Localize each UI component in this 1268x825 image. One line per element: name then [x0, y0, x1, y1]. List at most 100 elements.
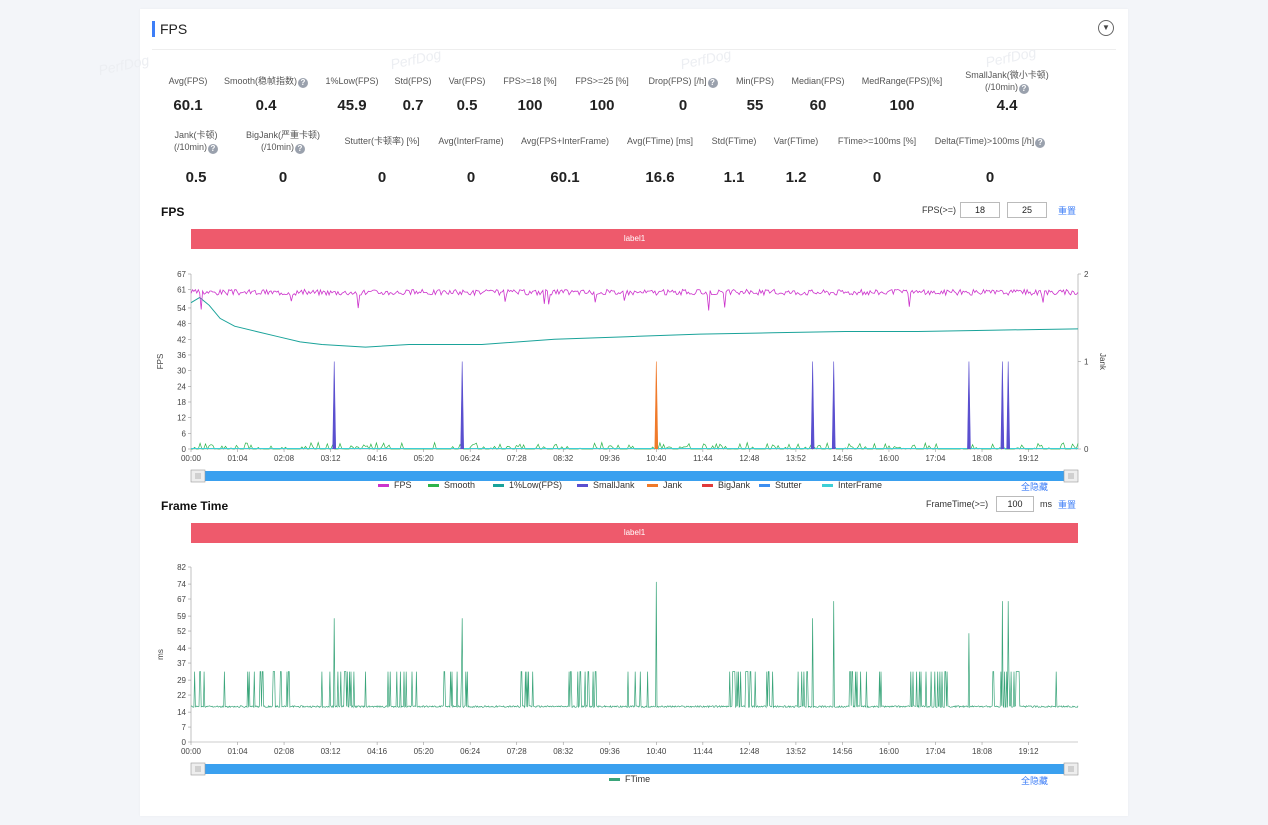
- legend-swatch-icon: [378, 484, 389, 488]
- fps-threshold-label: FPS(>=): [922, 205, 957, 215]
- fps-card: FPS ▼ PerfDog PerfDog PerfDog PerfDog FP…: [97, 9, 1128, 816]
- x-tick-label: 09:36: [600, 454, 621, 463]
- metric-label: 1%Low(FPS): [287, 75, 417, 87]
- time-range-slider: [191, 764, 1078, 774]
- y-axis-title: ms: [156, 649, 165, 660]
- metric-avg-interframe: Avg(InterFrame) 0: [406, 135, 536, 186]
- y2-tick-label: 2: [1084, 270, 1089, 279]
- smalljank-spike: [810, 361, 815, 450]
- metric-value: 0.4: [255, 97, 277, 114]
- x-tick-label: 19:12: [1019, 747, 1040, 756]
- legend-item-ftime[interactable]: FTime: [609, 774, 650, 784]
- metric-label: Avg(FPS+InterFrame): [500, 135, 630, 147]
- metric-label-unit: (/10min): [173, 142, 207, 152]
- metric-drop-fps-h: Drop(FPS) [/h]? 0: [618, 75, 748, 114]
- x-tick-label: 17:04: [925, 747, 946, 756]
- metric-var-ftime: Var(FTime) 1.2: [731, 135, 861, 186]
- fps-threshold-input-2[interactable]: 25: [1007, 202, 1047, 218]
- metric-label-text: 1%Low(FPS): [325, 76, 379, 86]
- legend-label: Stutter: [775, 480, 802, 490]
- x-tick-label: 01:04: [228, 747, 249, 756]
- metric-label-text: BigJank(严重卡顿): [245, 130, 320, 140]
- metric-label: Jank(卡顿) (/10min)?: [131, 129, 261, 154]
- fps-legend: FPS Smooth 1%Low(FPS) SmallJank Jank BigJank S…: [140, 480, 1128, 494]
- metric-value: 4.4: [996, 97, 1018, 114]
- fps-reset-button[interactable]: 重置: [1058, 206, 1077, 216]
- ftime-series-line: [190, 581, 1079, 709]
- metric-label-text: Avg(FPS+InterFrame): [520, 136, 610, 146]
- help-icon[interactable]: ?: [295, 144, 305, 154]
- metric-label: Var(FPS): [402, 75, 532, 87]
- legend-item-bigjank[interactable]: BigJank: [702, 480, 750, 490]
- legend-item-jank[interactable]: Jank: [647, 480, 682, 490]
- metric-label-text: Stutter(卡顿率) [%]: [344, 136, 420, 146]
- help-icon[interactable]: ?: [208, 144, 218, 154]
- legend-swatch-icon: [759, 484, 770, 488]
- frametime-hide-all-button[interactable]: 全隐藏: [1021, 776, 1049, 786]
- metric-std-ftime: Std(FTime) 1.1: [669, 135, 799, 186]
- help-icon[interactable]: ?: [1019, 84, 1029, 94]
- metric-value: 0: [872, 169, 882, 186]
- metric-label: FPS>=25 [%]: [537, 75, 667, 87]
- y-tick-label: 29: [177, 676, 186, 685]
- metric-smooth: Smooth(稳帧指数)? 0.4: [201, 75, 331, 114]
- metric-label-unit: (/10min): [984, 82, 1018, 92]
- y-tick-label: 74: [177, 580, 186, 589]
- frametime-threshold-input[interactable]: 100: [996, 496, 1034, 512]
- metric-min-fps: Min(FPS) 55: [690, 75, 820, 114]
- legend-label: SmallJank: [593, 480, 635, 490]
- metric-label: Stutter(卡顿率) [%]: [317, 135, 447, 147]
- fps-threshold-input-1[interactable]: 18: [960, 202, 1000, 218]
- frametime-reset-button[interactable]: 重置: [1058, 500, 1077, 510]
- metric-label: Std(FPS): [348, 75, 478, 87]
- x-tick-label: 13:52: [786, 747, 807, 756]
- metric-value: 60.1: [173, 97, 203, 114]
- legend-item-smooth[interactable]: Smooth: [428, 480, 475, 490]
- y-tick-label: 18: [177, 398, 186, 407]
- metric-delta-ftime-100ms-h: Delta(FTime)>100ms [/h]? 0: [925, 135, 1055, 186]
- x-tick-label: 18:08: [972, 454, 993, 463]
- metric-median-fps: Median(FPS) 60: [753, 75, 883, 114]
- metric-medrange-fps: MedRange(FPS)[%] 100: [837, 75, 967, 114]
- x-tick-label: 05:20: [414, 454, 435, 463]
- legend-label: 1%Low(FPS): [509, 480, 563, 490]
- metric-avg-fps-interframe: Avg(FPS+InterFrame) 60.1: [500, 135, 630, 186]
- card-title: FPS: [152, 21, 187, 37]
- metric-fps-18: FPS>=18 [%] 100: [465, 75, 595, 114]
- frametime-chart-title: Frame Time: [161, 499, 229, 513]
- metric-value: 0.5: [185, 169, 207, 186]
- legend-item-1-low-fps-[interactable]: 1%Low(FPS): [493, 480, 562, 490]
- metric-label: Smooth(稳帧指数)?: [201, 75, 331, 88]
- jank-spike: [654, 361, 659, 450]
- x-tick-label: 14:56: [832, 454, 853, 463]
- y-tick-label: 14: [177, 708, 186, 717]
- x-tick-label: 11:44: [693, 454, 713, 463]
- metric-label: SmallJank(微小卡顿) (/10min)?: [942, 69, 1072, 94]
- legend-item-smalljank[interactable]: SmallJank: [577, 480, 635, 490]
- smalljank-spike: [831, 361, 836, 450]
- y-tick-label: 24: [177, 382, 186, 391]
- chevron-down-icon[interactable]: ▼: [1098, 20, 1114, 36]
- help-icon[interactable]: ?: [1035, 138, 1046, 148]
- y-tick-label: 82: [177, 563, 186, 572]
- help-icon[interactable]: ?: [707, 78, 718, 88]
- frametime-unit: ms: [1040, 499, 1052, 509]
- legend-label: FTime: [625, 774, 651, 784]
- x-tick-label: 10:40: [646, 454, 667, 463]
- legend-item-interframe[interactable]: InterFrame: [822, 480, 882, 490]
- metric-label-text: Std(FTime): [711, 136, 757, 146]
- fps-chart-title: FPS: [161, 205, 185, 219]
- legend-item-fps[interactable]: FPS: [378, 480, 412, 490]
- fps-hide-all-button[interactable]: 全隐藏: [1021, 482, 1049, 492]
- x-tick-label: 11:44: [693, 747, 713, 756]
- metric-var-fps: Var(FPS) 0.5: [402, 75, 532, 114]
- legend-label: FPS: [394, 480, 412, 490]
- metric-1-low-fps: 1%Low(FPS) 45.9: [287, 75, 417, 114]
- fps-label-bar[interactable]: label1: [191, 229, 1078, 249]
- low-fps-series-line: [190, 296, 1079, 348]
- frametime-label-bar[interactable]: label1: [191, 523, 1078, 543]
- help-icon[interactable]: ?: [298, 78, 308, 88]
- legend-item-stutter[interactable]: Stutter: [759, 480, 802, 490]
- y-tick-label: 59: [177, 612, 186, 621]
- metric-label-text: FPS>=18 [%]: [503, 76, 557, 86]
